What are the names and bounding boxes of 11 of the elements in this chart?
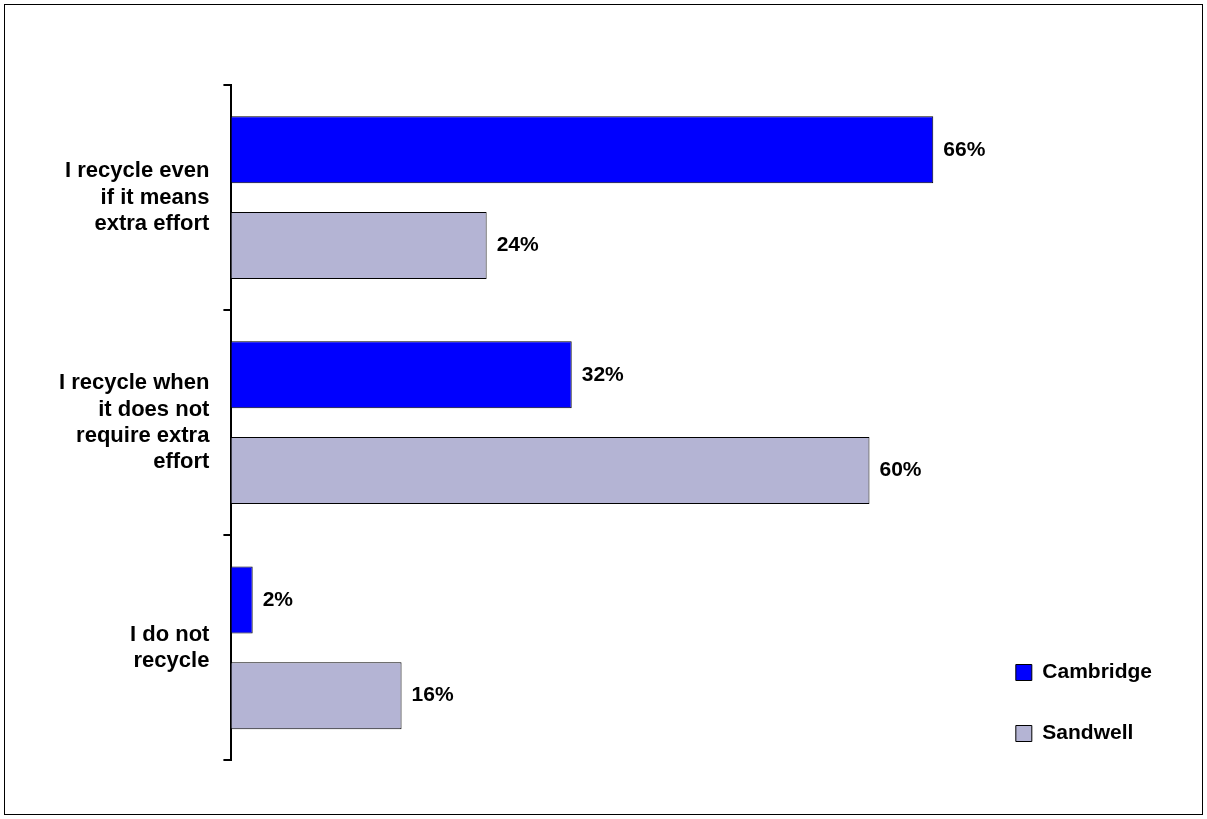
data-label: 2%: [262, 586, 294, 610]
legend-label: Cambridge: [1042, 659, 1152, 683]
data-label: 32%: [581, 361, 625, 385]
data-label: 24%: [496, 232, 539, 256]
data-label: 66%: [943, 136, 986, 160]
y-tick-label: I recycle when it does not require extra effort: [58, 369, 211, 474]
y-tick-label: I recycle even if it means extra effort: [65, 157, 211, 236]
y-tick-label: I do not recycle: [129, 620, 211, 673]
data-label: 16%: [411, 682, 454, 706]
data-label: 60%: [879, 457, 922, 481]
legend-label: Sandwell: [1042, 720, 1134, 744]
